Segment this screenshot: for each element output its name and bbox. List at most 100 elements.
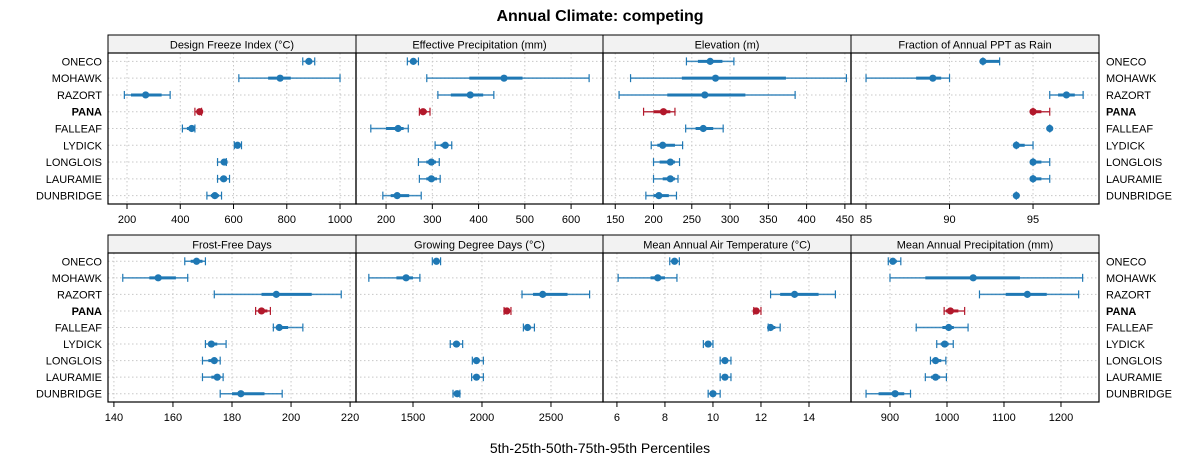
- median-point: [711, 74, 720, 82]
- panel-5: Growing Degree Days (°C) 1500 2000 2500: [355, 234, 604, 424]
- data-point-group: [503, 306, 512, 315]
- median-point: [211, 192, 219, 200]
- median-point: [233, 141, 242, 149]
- median-point: [432, 257, 441, 265]
- panel-7: Mean Annual Precipitation (mm) 900 1000 110…: [850, 234, 1172, 424]
- panel-title: Frost-Free Days: [192, 240, 272, 252]
- x-tick-label: 14: [803, 412, 815, 424]
- x-tick-label: 140: [105, 412, 123, 424]
- median-point: [752, 307, 760, 315]
- y-category-label: PANA: [1106, 306, 1136, 318]
- median-point: [402, 274, 410, 282]
- panels: Design Freeze Index (°C) 200 400 600 800 1000…: [36, 34, 1172, 424]
- y-category-label: PANA: [1106, 107, 1136, 119]
- median-point: [523, 323, 532, 332]
- y-category-label: LONGLOIS: [46, 157, 102, 169]
- data-point-group: [887, 257, 902, 266]
- median-point: [1029, 175, 1037, 183]
- median-point: [272, 290, 280, 298]
- y-category-label: ONECO: [62, 256, 103, 268]
- median-point: [946, 307, 955, 315]
- data-point-group: [181, 124, 196, 133]
- median-point: [1029, 108, 1037, 116]
- y-category-label: LONGLOIS: [1106, 157, 1162, 169]
- data-point-group: [471, 356, 484, 365]
- median-point: [659, 141, 667, 149]
- median-point: [659, 108, 668, 116]
- x-tick-label: 90: [943, 214, 955, 226]
- y-category-label: LYDICK: [63, 140, 103, 152]
- data-point-group: [642, 107, 676, 116]
- median-point: [427, 175, 435, 183]
- y-category-label: LAURAMIE: [46, 174, 102, 186]
- median-point: [931, 373, 940, 381]
- y-category-label: PANA: [72, 107, 102, 119]
- data-point-group: [418, 174, 441, 183]
- data-point-group: [1012, 141, 1034, 150]
- median-point: [1062, 91, 1071, 99]
- y-category-label: RAZORT: [1106, 289, 1151, 301]
- data-point-group: [123, 90, 171, 99]
- x-tick-label: 1100: [992, 412, 1016, 424]
- data-point-group: [915, 323, 969, 332]
- y-category-label: LAURAMIE: [1106, 174, 1162, 186]
- median-point: [945, 323, 953, 332]
- data-point-group: [1029, 174, 1051, 183]
- x-tick-label: 1000: [328, 214, 352, 226]
- data-point-group: [707, 389, 721, 398]
- data-point-group: [122, 273, 189, 282]
- data-point-group: [418, 107, 431, 116]
- panel-title: Design Freeze Index (°C): [170, 40, 294, 52]
- data-point-group: [936, 340, 954, 349]
- median-point: [466, 91, 474, 99]
- x-tick-label: 95: [1027, 214, 1039, 226]
- data-point-group: [521, 290, 591, 299]
- y-category-label: MOHAWK: [52, 273, 103, 285]
- data-point-group: [471, 373, 484, 382]
- y-category-label: FALLEAF: [1106, 323, 1153, 335]
- median-point: [394, 124, 402, 133]
- data-point-group: [201, 373, 224, 382]
- chart-title: Annual Climate: competing: [496, 8, 703, 25]
- data-point-group: [452, 389, 461, 398]
- x-tick-label: 12: [755, 412, 767, 424]
- data-point-group: [645, 191, 678, 200]
- data-point-group: [1049, 90, 1084, 99]
- x-tick-label: 200: [282, 412, 300, 424]
- data-point-group: [924, 373, 948, 382]
- y-category-label: DUNBRIDGE: [36, 191, 102, 203]
- y-category-label: RAZORT: [57, 289, 102, 301]
- median-point: [929, 74, 937, 82]
- y-category-label: LAURAMIE: [46, 372, 102, 384]
- median-point: [709, 390, 717, 398]
- data-point-group: [437, 90, 495, 99]
- x-tick-label: 900: [881, 412, 899, 424]
- panel-2: Elevation (m) 150 200 250 300 350 400 450: [602, 34, 854, 226]
- x-tick-label: 85: [860, 214, 872, 226]
- median-point: [220, 175, 228, 183]
- data-point-group: [206, 191, 223, 200]
- panel-title: Elevation (m): [695, 40, 760, 52]
- median-point: [706, 57, 714, 65]
- median-point: [539, 290, 547, 298]
- panel-3: Fraction of Annual PPT as Rain 85 90 95 ONEC…: [850, 34, 1172, 226]
- data-point-group: [702, 340, 714, 349]
- data-point-group: [1029, 158, 1051, 167]
- median-point: [192, 257, 201, 265]
- data-point-group: [238, 74, 341, 83]
- x-tick-label: 400: [171, 214, 189, 226]
- median-point: [409, 57, 417, 65]
- median-point: [196, 108, 204, 116]
- median-point: [931, 357, 940, 365]
- data-point-group: [255, 306, 271, 315]
- data-point-group: [302, 57, 316, 66]
- x-tick-label: 160: [164, 412, 182, 424]
- median-point: [207, 340, 215, 348]
- median-point: [154, 274, 162, 282]
- median-point: [210, 357, 218, 365]
- data-point-group: [406, 57, 420, 66]
- data-point-group: [213, 290, 342, 299]
- median-point: [257, 307, 266, 315]
- data-point-group: [929, 356, 947, 365]
- panel-1: Effective Precipitation (mm) 200 300 400 500…: [355, 34, 604, 226]
